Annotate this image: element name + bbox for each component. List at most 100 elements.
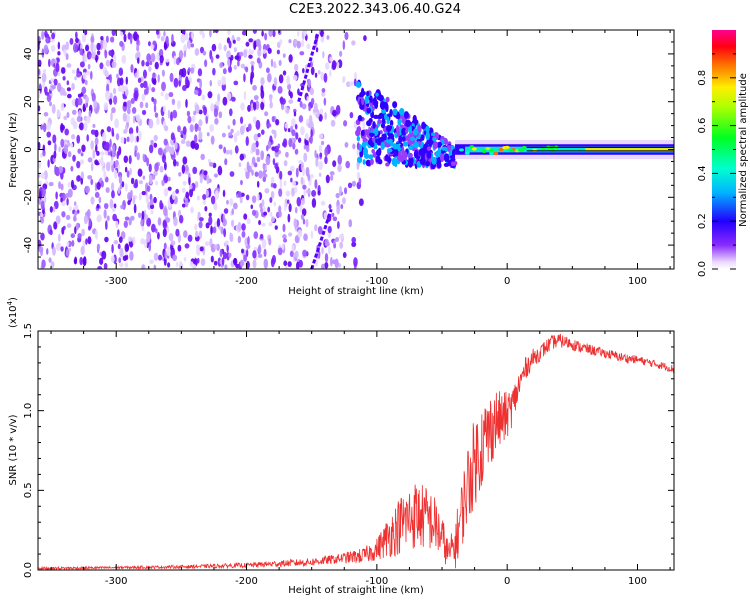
heatmap-cell [302,249,308,257]
heatmap-cell [80,152,84,157]
heatmap-cell [285,190,291,197]
heatmap-cell [148,83,152,91]
heatmap-cell [83,256,87,266]
heatmap-cell [47,159,50,168]
heatmap-cell [237,221,242,232]
heatmap-cell [92,123,96,128]
heatmap-cell [209,80,213,87]
heatmap-cell [75,37,79,44]
heatmap-cell [185,140,191,147]
heatmap-cell [149,198,154,206]
heatmap-cell [163,125,169,132]
heatmap-cell [258,170,263,179]
heatmap-cell [81,86,87,95]
heatmap-cell [153,264,157,269]
heatmap-cell [222,96,228,106]
heatmap-cell [249,74,253,85]
heatmap-cell [389,132,395,140]
heatmap-cell [54,142,57,152]
heatmap-cell [67,151,72,158]
heatmap-cell [469,145,475,149]
y-tick-label: 0.5 [23,482,34,498]
heatmap-cell [69,38,74,45]
heatmap-cell [240,102,245,111]
heatmap-cell [134,150,137,158]
heatmap-cell [356,148,360,157]
heatmap-cell [202,199,206,205]
heatmap-cell [123,85,128,91]
heatmap-cell [278,74,284,84]
heatmap-cell [38,105,41,112]
heatmap-cell [362,120,366,130]
heatmap-cell [369,132,375,137]
heatmap-cell [55,62,60,73]
heatmap-cell [38,180,42,188]
heatmap-cell [279,179,283,189]
heatmap-cell [66,63,72,68]
heatmap-cell [161,69,165,77]
x-tick-label: 0 [504,276,510,287]
heatmap-cell [226,199,229,205]
heatmap-cell [171,33,174,44]
heatmap-cell [261,199,265,207]
heatmap-cell [157,254,163,261]
heatmap-cell [165,217,171,223]
heatmap-cell [227,125,231,130]
heatmap-cell [308,105,311,112]
heatmap-cell [211,43,217,52]
heatmap-cell [213,108,219,118]
heatmap-cell [38,83,42,92]
heatmap-cell [85,185,91,194]
heatmap-cell [229,149,233,156]
heatmap-cell [364,141,369,146]
heatmap-cell [210,56,214,64]
heatmap-cell [324,252,329,263]
heatmap-cell [173,77,179,88]
heatmap-cell [417,125,422,133]
heatmap-cell [294,186,298,194]
heatmap-cell [349,112,354,119]
heatmap-cell [77,233,82,239]
heatmap-cell [214,189,220,200]
heatmap-cell [289,250,294,258]
heatmap-cell [391,157,398,167]
heatmap-cell [443,137,448,146]
heatmap-cell [229,198,234,206]
heatmap-cell [340,203,344,210]
heatmap-cell [149,259,154,265]
heatmap-cell [40,152,43,158]
heatmap-cell [227,30,231,36]
heatmap-cell [224,240,229,245]
heatmap-cell [260,129,265,135]
heatmap-cell [381,117,386,125]
heatmap-cell [328,204,332,210]
heatmap-cell [273,76,278,87]
heatmap-cell [269,93,273,103]
heatmap-cell [130,177,135,185]
heatmap-cell [296,40,301,49]
heatmap-cell [310,66,315,76]
heatmap-cell [392,143,398,150]
heatmap-cell [217,93,221,103]
heatmap-cell [208,216,213,226]
heatmap-cell [409,136,416,141]
heatmap-cell [261,222,266,227]
heatmap-cell [412,128,419,136]
heatmap-cell [303,152,308,163]
heatmap-cell [291,118,296,128]
colorbar-tick-label: 0.4 [697,165,708,181]
heatmap-cell [306,43,311,50]
heatmap-cell [185,197,189,208]
heatmap-cell [117,243,121,250]
heatmap-cell [55,191,58,200]
heatmap-cell [267,73,272,83]
snr-x-ticks: -300 -200 -100 0 100 [50,331,671,587]
heatmap-cell [111,243,114,254]
heatmap-cell [260,207,264,213]
heatmap-cell [124,262,129,268]
heatmap-cell [233,202,238,210]
heatmap-cell [213,201,218,211]
heatmap-cell [303,189,306,197]
heatmap-cell [202,50,207,56]
heatmap-cell [341,197,346,205]
